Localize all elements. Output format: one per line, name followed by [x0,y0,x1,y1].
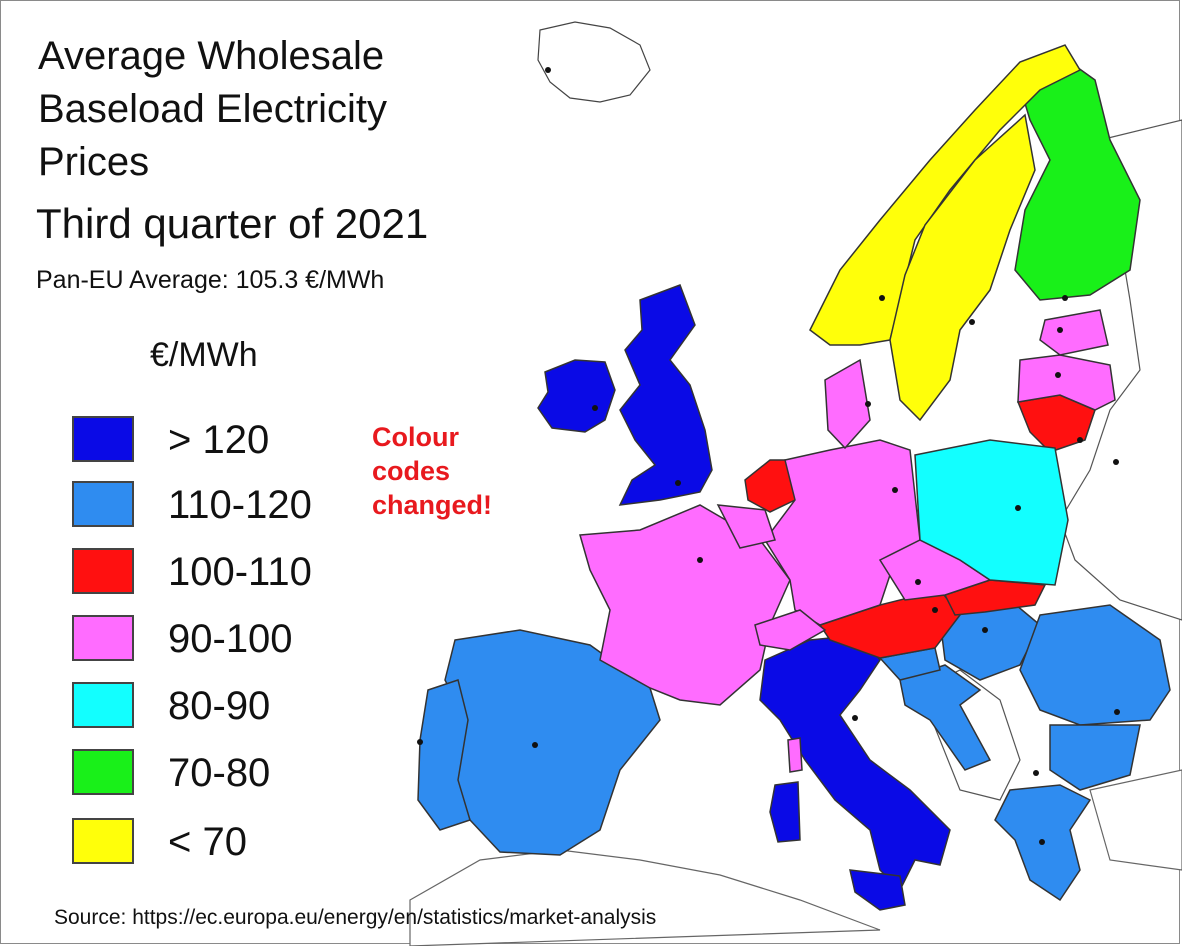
region-austria [818,589,961,659]
region-russia-belarus-ukraine [1059,119,1182,621]
legend-item: 110-120 [72,481,372,529]
legend-label: 100-110 [168,550,312,594]
region-portugal [417,679,471,831]
region-iceland [537,21,651,103]
region-poland [914,439,1069,586]
region-belgium [716,504,776,549]
legend-label: > 120 [168,418,270,462]
capital-markers [417,67,1120,845]
legend-label: 80-90 [168,684,271,728]
region-germany [764,439,921,626]
region-denmark [824,358,871,450]
region-corsica [787,737,803,773]
region-turkey [1089,769,1182,871]
legend-swatch [72,749,134,795]
legend-swatch [72,615,134,661]
map-title: Average Wholesale Baseload Electricity P… [38,34,388,184]
region-great-britain [618,284,713,506]
legend-swatch [72,818,134,864]
region-norway [809,44,1082,346]
region-finland [1014,54,1141,301]
region-switzerland [754,609,827,651]
region-france [579,504,791,706]
legend-item: < 70 [72,818,372,866]
legend-swatch [72,682,134,728]
legend-swatch [72,481,134,527]
region-sardinia [769,781,801,843]
legend-swatch [72,416,134,462]
legend-item: 100-110 [72,548,372,596]
legend-item: > 120 [72,416,372,464]
region-italy [759,634,951,892]
region-bulgaria [1049,724,1141,791]
region-latvia [1017,354,1116,411]
legend-label: 110-120 [168,483,312,527]
region-sicily [849,869,906,911]
legend-label: 70-80 [168,751,271,795]
map-subtitle: Third quarter of 2021 [36,200,429,247]
legend-item: 80-90 [72,682,372,730]
source-citation: Source: https://ec.europa.eu/energy/en/s… [54,906,657,929]
pan-eu-average: Pan-EU Average: 105.3 €/MWh [36,266,385,294]
region-sweden [889,113,1036,422]
colour-change-note: Colour codes changed! [372,422,493,520]
legend-unit: €/MWh [150,336,258,374]
region-north-africa [409,849,881,946]
region-romania [1019,604,1171,726]
region-estonia [1039,309,1109,356]
region-ireland [537,359,616,433]
legend-label: < 70 [168,820,247,864]
legend-swatch [72,548,134,594]
legend-item: 90-100 [72,615,372,663]
legend-label: 90-100 [168,617,293,661]
region-croatia [899,664,992,771]
legend-item: 70-80 [72,749,372,797]
